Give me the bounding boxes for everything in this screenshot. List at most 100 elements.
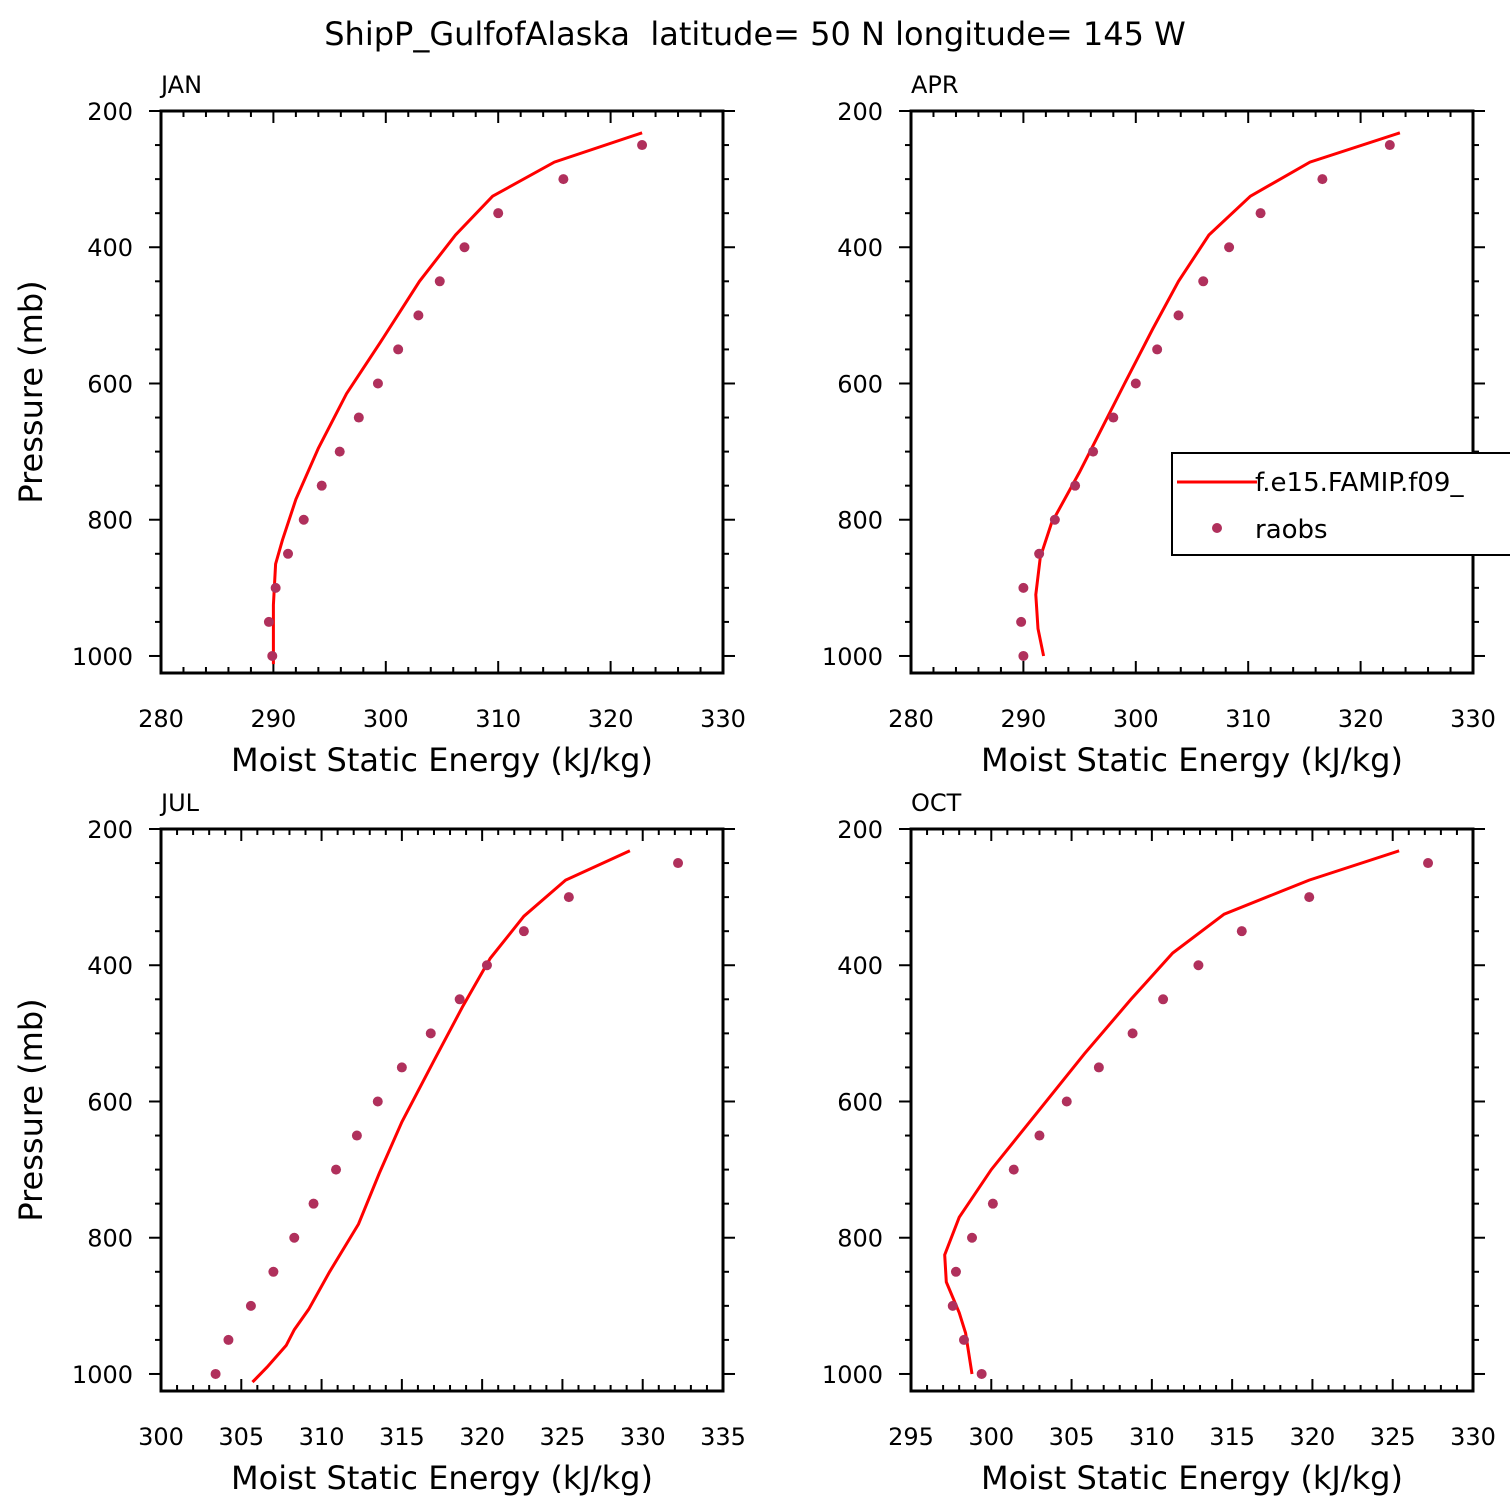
raobs-point: [454, 994, 465, 1005]
y-tick-label: 200: [837, 98, 883, 126]
panel-label: OCT: [911, 789, 962, 817]
panels-group: JAN 280 290 300 310 320 330 200 400 600 800 1000 Moi…: [12, 71, 1496, 1497]
raobs-point: [1158, 994, 1169, 1005]
x-tick-label: 305: [1049, 1423, 1095, 1451]
x-tick-label: 300: [968, 1423, 1014, 1451]
y-tick-label: 400: [87, 952, 133, 980]
raobs-point: [673, 858, 684, 869]
y-tick-label: 200: [837, 816, 883, 844]
raobs-point: [1088, 446, 1099, 457]
raobs-point: [308, 1198, 319, 1209]
raobs-point: [1070, 480, 1081, 491]
raobs-point: [1304, 892, 1315, 903]
raobs-point: [316, 480, 327, 491]
x-tick-label: 310: [1225, 705, 1271, 733]
y-tick-label: 1000: [72, 1361, 133, 1389]
y-tick-label: 400: [837, 234, 883, 262]
y-tick-label: 400: [837, 952, 883, 980]
raobs-point: [1423, 858, 1434, 869]
x-tick-label: 310: [299, 1423, 345, 1451]
raobs-point: [372, 1096, 383, 1107]
raobs-point: [1016, 616, 1027, 627]
raobs-point: [1108, 412, 1119, 423]
plot-frame: [159, 827, 725, 1393]
legend: f.e15.FAMIP.f09_raobs: [1171, 452, 1510, 556]
raobs-point: [1224, 242, 1235, 253]
raobs-point: [210, 1368, 221, 1379]
x-tick-label: 335: [700, 1423, 746, 1451]
model-series-line: [1034, 131, 1401, 657]
raobs-point: [1384, 140, 1395, 151]
panel-jul: JUL 300 305 310 315 320 325 330 335 200 400 600 800 1…: [12, 789, 746, 1497]
x-tick-label: 325: [1370, 1423, 1416, 1451]
y-tick-label: 1000: [822, 1361, 883, 1389]
raobs-point: [434, 276, 445, 287]
y-tick-label: 1000: [72, 643, 133, 671]
raobs-point: [1034, 1130, 1045, 1141]
raobs-point: [270, 582, 281, 593]
x-tick-label: 330: [700, 705, 746, 733]
panel-label: JAN: [159, 71, 202, 99]
raobs-point: [351, 1130, 362, 1141]
x-tick-label: 305: [218, 1423, 264, 1451]
raobs-point: [353, 412, 364, 423]
plot-frame: [909, 827, 1475, 1393]
raobs-point: [372, 378, 383, 389]
x-tick-label: 300: [138, 1423, 184, 1451]
raobs-point: [1018, 582, 1029, 593]
x-tick-label: 330: [620, 1423, 666, 1451]
y-tick-label: 200: [87, 98, 133, 126]
y-tick-label: 800: [837, 507, 883, 535]
y-tick-label: 400: [87, 234, 133, 262]
model-series-line: [251, 849, 631, 1384]
raobs-point: [1236, 926, 1247, 937]
y-tick-label: 1000: [822, 643, 883, 671]
raobs-point: [563, 892, 574, 903]
raobs-point: [393, 344, 404, 355]
raobs-point: [245, 1300, 256, 1311]
model-series-line: [271, 131, 643, 665]
raobs-point: [263, 616, 274, 627]
legend-label-model: f.e15.FAMIP.f09_: [1255, 468, 1464, 498]
raobs-point: [558, 174, 569, 185]
x-axis-title: Moist Static Energy (kJ/kg): [231, 1459, 653, 1497]
x-tick-label: 320: [459, 1423, 505, 1451]
raobs-point: [1093, 1062, 1104, 1073]
y-tick-label: 600: [87, 1088, 133, 1116]
raobs-point: [950, 1266, 961, 1277]
x-axis-title: Moist Static Energy (kJ/kg): [981, 741, 1403, 779]
raobs-point: [1018, 650, 1029, 661]
y-tick-label: 800: [87, 1225, 133, 1253]
raobs-point: [396, 1062, 407, 1073]
legend-box: [1171, 452, 1510, 556]
raobs-point: [425, 1028, 436, 1039]
raobs-point: [334, 446, 345, 457]
plot-frame: [159, 109, 725, 675]
y-tick-label: 600: [837, 370, 883, 398]
raobs-point: [1255, 208, 1266, 219]
raobs-point: [958, 1334, 969, 1345]
raobs-point: [637, 140, 648, 151]
x-tick-label: 315: [1209, 1423, 1255, 1451]
raobs-point: [413, 310, 424, 321]
raobs-point: [1127, 1028, 1138, 1039]
panel-jan: JAN 280 290 300 310 320 330 200 400 600 800 1000 Moi…: [12, 71, 746, 779]
raobs-point: [493, 208, 504, 219]
model-series-line: [943, 849, 1400, 1375]
raobs-point: [987, 1198, 998, 1209]
x-tick-label: 315: [379, 1423, 425, 1451]
x-tick-label: 295: [888, 1423, 934, 1451]
x-tick-label: 310: [475, 705, 521, 733]
x-tick-label: 280: [138, 705, 184, 733]
panel-label: APR: [911, 71, 959, 99]
raobs-point: [1317, 174, 1328, 185]
legend-label-raobs: raobs: [1255, 515, 1328, 545]
y-tick-label: 200: [87, 816, 133, 844]
raobs-point: [267, 650, 278, 661]
legend-marker-swatch: [1212, 523, 1222, 533]
raobs-point: [1008, 1164, 1019, 1175]
panel-apr: APR 280 290 300 310 320 330 200 400 600 800 1000 Moi…: [822, 71, 1496, 779]
x-tick-label: 300: [1113, 705, 1159, 733]
figure-title: ShipP_GulfofAlaska latitude= 50 N longit…: [324, 15, 1186, 53]
plot-frame: [909, 109, 1475, 675]
